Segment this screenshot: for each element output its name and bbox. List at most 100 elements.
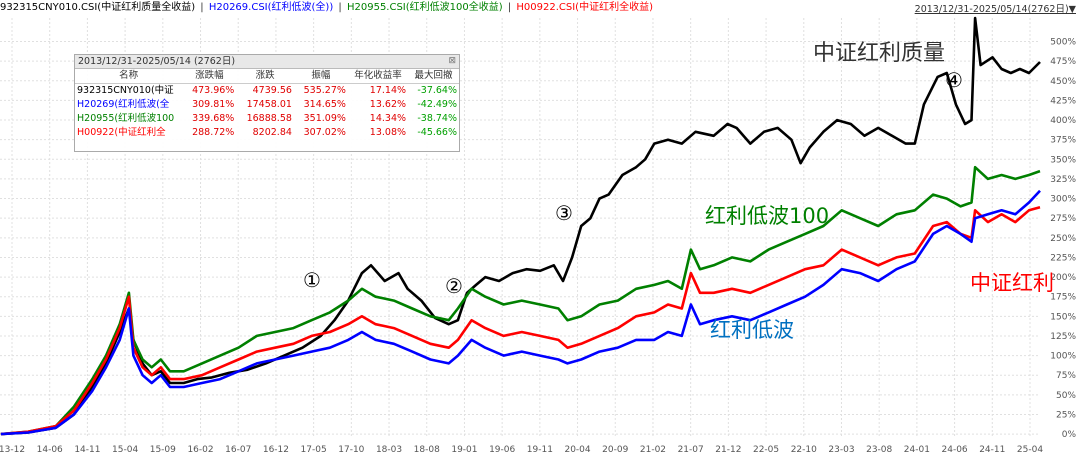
y-tick-label: 450% bbox=[1050, 77, 1076, 87]
annotation-dividend: 中证红利 bbox=[970, 271, 1054, 295]
x-tick-label: 16-07 bbox=[225, 445, 251, 455]
x-tick-label: 14-06 bbox=[37, 445, 63, 455]
x-tick-label: 20-04 bbox=[564, 445, 590, 455]
x-tick-label: 24-06 bbox=[942, 445, 968, 455]
legend-item[interactable]: H00922.CSI(中证红利全收益) bbox=[516, 2, 653, 13]
stats-header-row: 名称 涨跌幅 涨跌 振幅 年化收益率 最大回撤 bbox=[75, 69, 459, 84]
annotation-marker-4: ④ bbox=[945, 68, 963, 92]
series-line[interactable] bbox=[0, 189, 1041, 436]
series-line[interactable] bbox=[0, 165, 1041, 436]
legend-item[interactable]: H20955.CSI(红利低波100全收益) bbox=[346, 2, 503, 13]
stats-header-cell: 涨跌幅 bbox=[182, 69, 237, 84]
stats-value-cell: 13.62% bbox=[369, 99, 407, 110]
stats-header-cell: 名称 bbox=[75, 69, 183, 84]
stats-row[interactable]: H20955(红利低波100 339.68% 16888.58 351.09% 14.3… bbox=[75, 112, 459, 126]
x-tick-label: 22-05 bbox=[753, 445, 779, 455]
stats-panel: 2013/12/31-2025/05/14 (2762日) ⊠ 名称 涨跌幅 涨跌振… bbox=[74, 54, 460, 152]
stats-value-cell: 16888.58 bbox=[246, 113, 292, 124]
x-tick-label: 19-01 bbox=[451, 445, 477, 455]
annotation-marker-1: ① bbox=[303, 268, 321, 292]
y-tick-label: 200% bbox=[1050, 273, 1076, 283]
series-line[interactable] bbox=[0, 205, 1041, 436]
annotation-lowvol: 红利低波 bbox=[710, 318, 794, 342]
stats-header-cell: 涨跌 bbox=[236, 69, 294, 84]
y-axis: 0% 25% 50% 75% 100% 125% 150% 175% 200% 225% 250% 2… bbox=[1050, 38, 1076, 441]
y-tick-label: 325% bbox=[1050, 175, 1076, 185]
stats-name-cell: H20955(红利低波100 bbox=[77, 113, 175, 124]
x-tick-label: 19-06 bbox=[489, 445, 515, 455]
stats-value-cell: -37.64% bbox=[417, 85, 457, 96]
stats-header-cell: 年化收益率 bbox=[347, 69, 409, 84]
stats-row[interactable]: H20269(红利低波(全 309.81% 17458.01 314.65% 13.62… bbox=[75, 98, 459, 112]
y-tick-label: 425% bbox=[1050, 96, 1076, 106]
series-lines bbox=[0, 16, 1041, 436]
x-tick-label: 25-04 bbox=[1017, 445, 1043, 455]
stats-value-cell: 17.14% bbox=[369, 85, 407, 96]
y-tick-label: 375% bbox=[1050, 136, 1076, 146]
legend-separator: | bbox=[504, 2, 515, 13]
stats-value-cell: 4739.56 bbox=[252, 85, 292, 96]
stats-header-cell: 振幅 bbox=[293, 69, 348, 84]
x-tick-label: 13-12 bbox=[0, 445, 25, 455]
stats-value-cell: 339.68% bbox=[192, 113, 235, 124]
x-tick-label: 21-07 bbox=[678, 445, 704, 455]
x-tick-label: 18-08 bbox=[414, 445, 440, 455]
stats-name-cell: 932315CNY010(中证 bbox=[77, 85, 174, 96]
stats-value-cell: 535.27% bbox=[303, 85, 346, 96]
x-tick-label: 22-10 bbox=[791, 445, 817, 455]
stats-value-cell: 314.65% bbox=[303, 99, 346, 110]
series-line[interactable] bbox=[0, 16, 1041, 436]
stats-value-cell: 17458.01 bbox=[246, 99, 292, 110]
stats-name-cell: H00922(中证红利全 bbox=[77, 127, 166, 138]
x-tick-label: 23-03 bbox=[828, 445, 854, 455]
y-tick-label: 350% bbox=[1050, 155, 1076, 165]
y-tick-label: 150% bbox=[1050, 312, 1076, 322]
x-tick-label: 20-09 bbox=[602, 445, 628, 455]
stats-panel-title-text: 2013/12/31-2025/05/14 (2762日) bbox=[78, 56, 236, 67]
stats-value-cell: 309.81% bbox=[192, 99, 235, 110]
stats-value-cell: 14.34% bbox=[369, 113, 407, 124]
stats-value-cell: 288.72% bbox=[192, 127, 235, 138]
stats-value-cell: 307.02% bbox=[303, 127, 346, 138]
legend-separator: | bbox=[335, 2, 345, 13]
legend-item[interactable]: H20269.CSI(红利低波(全)) bbox=[208, 2, 334, 13]
y-tick-label: 475% bbox=[1050, 57, 1076, 67]
x-tick-label: 16-12 bbox=[263, 445, 289, 455]
close-icon[interactable]: ⊠ bbox=[448, 56, 456, 66]
y-tick-label: 400% bbox=[1050, 116, 1076, 126]
stats-value-cell: -45.66% bbox=[417, 127, 457, 138]
y-tick-label: 125% bbox=[1050, 332, 1076, 342]
x-tick-label: 19-11 bbox=[527, 445, 553, 455]
x-tick-label: 16-02 bbox=[187, 445, 213, 455]
stats-value-cell: 473.96% bbox=[192, 85, 235, 96]
x-tick-label: 15-09 bbox=[150, 445, 176, 455]
x-tick-label: 21-02 bbox=[640, 445, 666, 455]
x-tick-label: 23-08 bbox=[866, 445, 892, 455]
stats-row[interactable]: 932315CNY010(中证 473.96% 4739.56 535.27% 17.1… bbox=[75, 84, 459, 99]
stats-value-cell: 351.09% bbox=[303, 113, 346, 124]
y-tick-label: 50% bbox=[1056, 391, 1076, 401]
y-tick-label: 100% bbox=[1050, 352, 1076, 362]
annotations: 中证红利质量 红利低波100 中证红利 红利低波 ① ② ③ ④ bbox=[303, 41, 1054, 342]
annotation-quality: 中证红利质量 bbox=[813, 41, 945, 66]
legend-separator: | bbox=[197, 2, 207, 13]
annotation-marker-3: ③ bbox=[555, 201, 573, 225]
y-tick-label: 300% bbox=[1050, 195, 1076, 205]
legend-item[interactable]: 932315CNY010.CSI(中证红利质量全收益) bbox=[0, 2, 196, 13]
x-tick-label: 24-11 bbox=[979, 445, 1005, 455]
date-range-selector[interactable]: 2013/12/31-2025/05/14(2762日)▼ bbox=[914, 4, 1076, 15]
x-tick-label: 24-01 bbox=[904, 445, 930, 455]
stats-value-cell: -42.49% bbox=[417, 99, 457, 110]
y-tick-label: 275% bbox=[1050, 214, 1076, 224]
x-tick-label: 14-11 bbox=[74, 445, 100, 455]
x-tick-label: 17-05 bbox=[301, 445, 327, 455]
y-tick-label: 0% bbox=[1062, 430, 1077, 440]
x-tick-label: 21-12 bbox=[715, 445, 741, 455]
stats-value-cell: -38.74% bbox=[417, 113, 457, 124]
y-tick-label: 25% bbox=[1056, 410, 1076, 420]
stats-row[interactable]: H00922(中证红利全 288.72% 8202.84 307.02% 13.08% -… bbox=[75, 126, 459, 140]
x-tick-label: 15-04 bbox=[112, 445, 138, 455]
legend-bar: 932315CNY010.CSI(中证红利质量全收益) | H20269.CSI… bbox=[0, 0, 1080, 16]
y-tick-label: 175% bbox=[1050, 293, 1076, 303]
